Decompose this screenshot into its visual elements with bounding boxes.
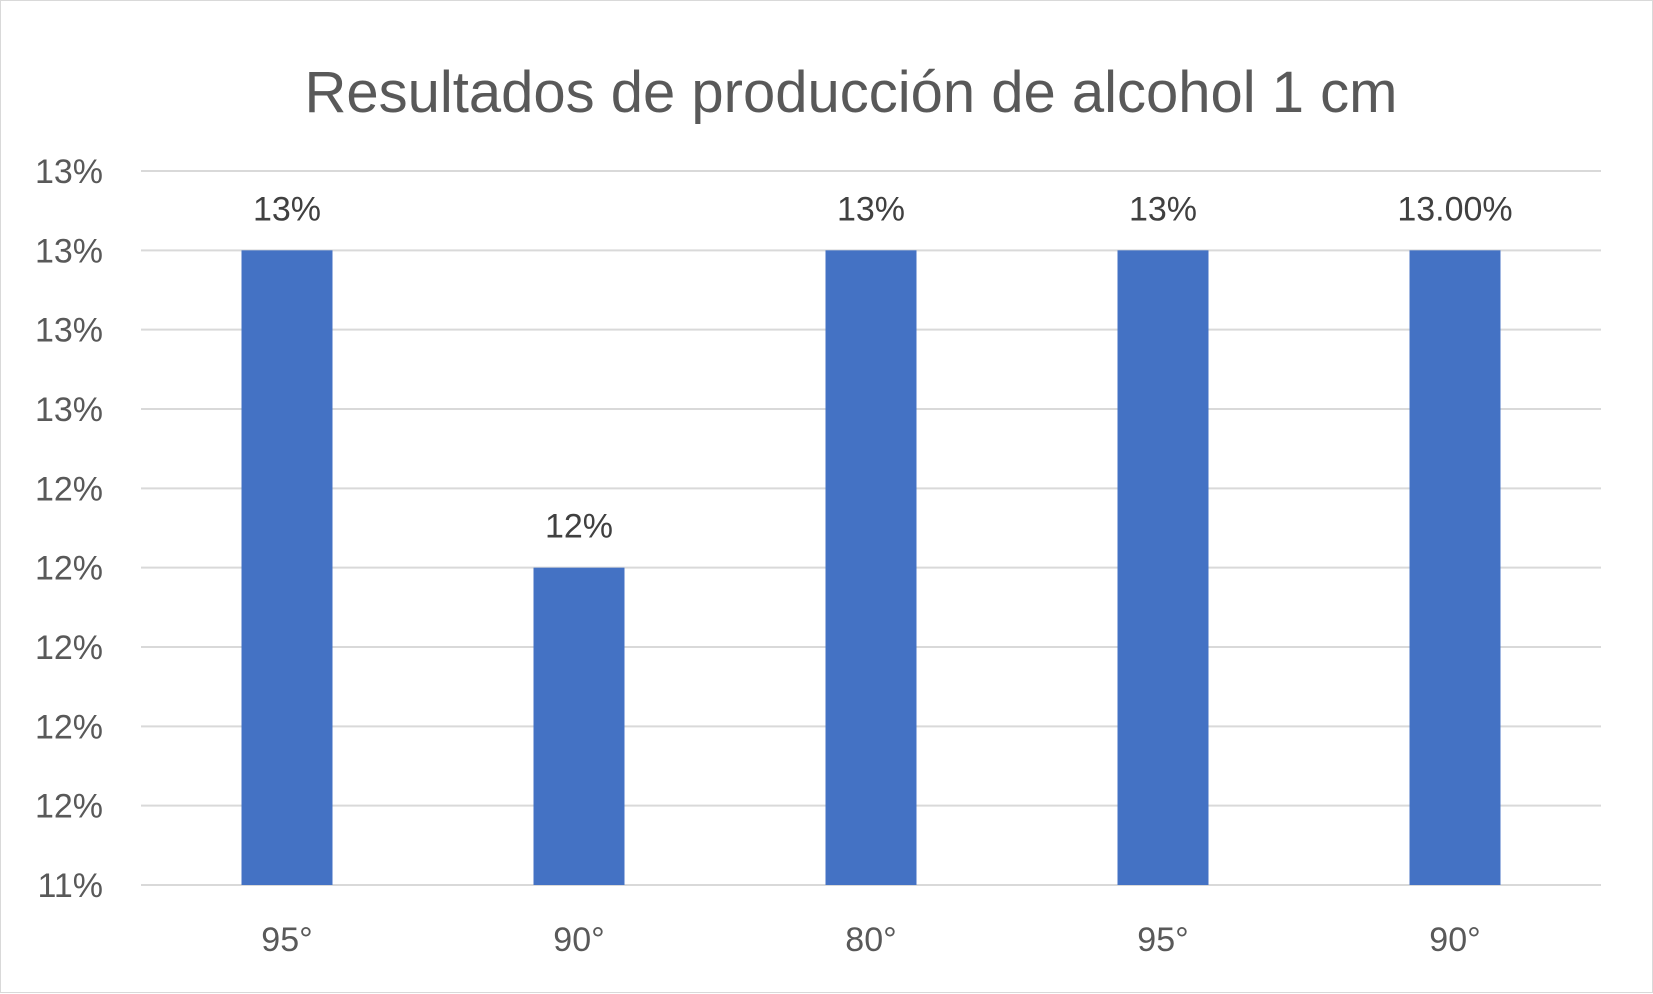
data-label: 13% (253, 190, 321, 228)
x-tick-label: 90° (1429, 921, 1480, 959)
chart-title: Resultados de producción de alcohol 1 cm (304, 60, 1398, 125)
bar (241, 250, 333, 886)
data-label: 12% (545, 508, 613, 546)
bar (533, 567, 625, 885)
data-label: 13% (837, 190, 905, 228)
y-tick-label: 13% (35, 391, 103, 429)
bar (1409, 250, 1501, 886)
x-tick-label: 95° (261, 921, 312, 959)
x-tick-label: 80° (845, 921, 896, 959)
x-tick-label: 90° (553, 921, 604, 959)
bar (825, 250, 917, 886)
data-label: 13.00% (1397, 190, 1512, 228)
x-axis-ticks: 95° 90° 80° 95° 90° (261, 921, 1480, 959)
data-label: 13% (1129, 190, 1197, 228)
y-tick-label: 13% (35, 232, 103, 270)
y-tick-label: 12% (35, 629, 103, 667)
y-tick-label: 12% (35, 470, 103, 508)
y-tick-label: 12% (35, 788, 103, 826)
y-tick-label: 12% (35, 550, 103, 588)
data-labels: 13% 12% 13% 13% 13.00% (253, 190, 1513, 545)
bars (241, 250, 1501, 886)
y-tick-label: 11% (37, 867, 103, 905)
y-tick-label: 13% (35, 153, 103, 191)
y-tick-label: 13% (35, 312, 103, 350)
x-tick-label: 95° (1137, 921, 1188, 959)
y-tick-label: 12% (35, 708, 103, 746)
bar (1117, 250, 1209, 886)
y-axis-ticks: 11% 12% 12% 12% 12% 12% 13% 13% 13% 13% (35, 153, 103, 905)
